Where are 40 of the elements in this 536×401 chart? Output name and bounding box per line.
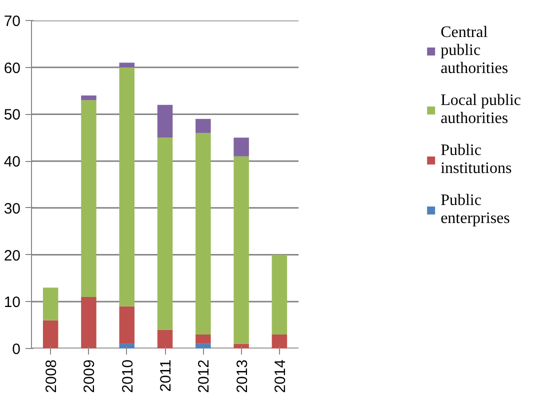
legend-label: Public enterprises [440,192,510,228]
x-tick-label: 2013 [234,359,251,393]
y-tick-label: 10 [4,294,21,312]
x-tick-label: 2009 [81,359,98,393]
bar [234,156,249,344]
bar [196,132,211,334]
legend-label: Public institutions [440,142,512,178]
bar [157,104,173,138]
bar [196,118,211,133]
bar [119,306,134,344]
bar [81,296,96,348]
bar [272,334,288,348]
bar [81,100,96,297]
y-tick-label: 20 [4,247,21,264]
legend-label: Local public authorities [440,92,521,128]
bar [234,344,249,348]
y-tick-label: 60 [4,60,21,77]
bar [42,288,58,320]
bar [42,320,58,348]
bar [272,254,288,334]
bar [119,67,134,306]
x-tick-label: 2014 [272,359,289,393]
bar [119,344,134,348]
bar [157,330,173,348]
bar [196,334,211,344]
bar [119,62,134,68]
y-tick-label: 40 [4,154,21,171]
x-tick-label: 2010 [119,359,136,393]
bar [234,138,249,156]
bar [157,138,173,330]
x-tick-label: 2011 [158,359,175,392]
y-tick-label: 50 [4,106,21,124]
bar [81,95,96,100]
x-tick-label: 2012 [196,359,213,393]
legend-label: Central public authorities [440,24,508,78]
bar [196,344,211,348]
y-tick-label: 70 [4,13,21,30]
y-tick-label: 0 [12,341,20,358]
y-tick-label: 30 [4,200,21,218]
x-tick-label: 2008 [43,359,60,393]
